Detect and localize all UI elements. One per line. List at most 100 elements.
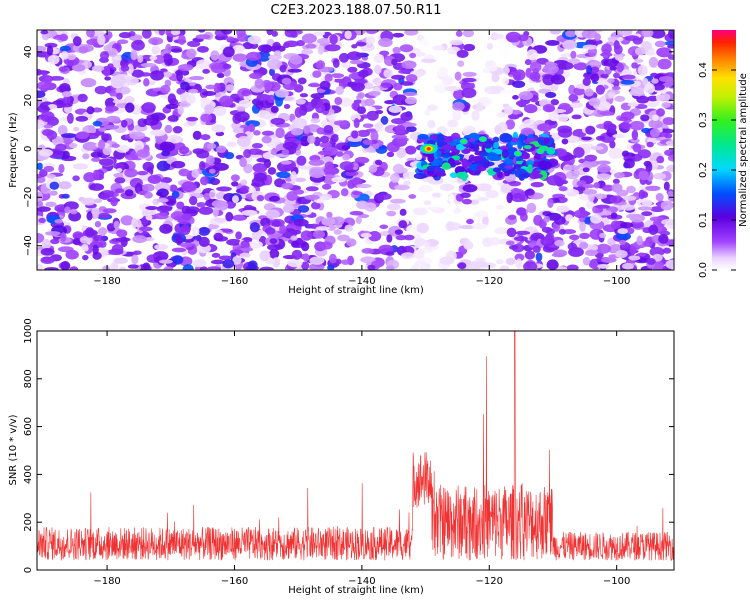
heatmap-cell — [240, 240, 250, 250]
heatmap-cell — [103, 124, 120, 130]
heatmap-cell — [267, 244, 282, 251]
heatmap-cell — [441, 76, 454, 86]
heatmap-cell — [401, 60, 417, 70]
heatmap-cell — [495, 258, 504, 265]
heatmap-cell — [622, 262, 635, 270]
heatmap-cell — [391, 134, 408, 139]
heatmap-cell — [390, 173, 400, 183]
heatmap-cell — [138, 72, 152, 77]
heatmap-cell — [99, 193, 111, 201]
heatmap-cell — [442, 137, 454, 143]
heatmap-cell — [499, 132, 512, 143]
heatmap-cell — [58, 103, 73, 108]
heatmap-cell — [460, 192, 471, 199]
heatmap-cell — [216, 145, 227, 153]
heatmap-cell — [392, 32, 405, 38]
heatmap-cell — [38, 149, 54, 157]
heatmap-cell — [301, 48, 314, 55]
heatmap-cell — [187, 40, 201, 48]
heatmap-panel: −180 −160 −140 −120 −100 −40 −20 0 20 40 Height … — [8, 29, 675, 296]
heatmap-cell — [665, 259, 674, 270]
heatmap-cell — [252, 163, 268, 173]
heatmap-cell — [508, 180, 522, 187]
heatmap-cell — [519, 134, 527, 139]
heatmap-cell — [309, 168, 325, 179]
heatmap-cell — [404, 96, 417, 105]
heatmap-cell — [582, 44, 598, 50]
heatmap-cell — [455, 167, 464, 173]
heatmap-y-ticks: −40 −20 0 20 40 — [23, 45, 674, 256]
heatmap-cell — [486, 152, 499, 162]
heatmap-cell — [46, 173, 56, 179]
heatmap-cell — [472, 223, 488, 230]
heatmap-cell — [287, 259, 303, 268]
heatmap-cell — [206, 266, 222, 270]
heatmap-cell — [303, 125, 311, 135]
heatmap-cell — [113, 257, 128, 264]
heatmap-cell — [165, 103, 179, 110]
heatmap-cell — [454, 71, 462, 81]
heatmap-cell — [597, 263, 610, 269]
heatmap-cell — [310, 201, 321, 210]
heatmap-cell — [340, 188, 349, 197]
heatmap-cell — [616, 189, 629, 197]
heatmap-cell — [656, 155, 665, 164]
heatmap-cell — [239, 252, 251, 258]
heatmap-cell — [560, 53, 572, 58]
heatmap-cell — [505, 240, 515, 246]
heatmap-cell — [192, 130, 202, 140]
heatmap-cell — [91, 157, 101, 162]
heatmap-cell — [120, 119, 128, 128]
heatmap-cell — [356, 200, 369, 210]
heatmap-cell — [58, 82, 71, 93]
heatmap-cell — [645, 185, 661, 191]
heatmap-cell — [136, 148, 150, 158]
heatmap-cell — [136, 170, 149, 176]
heatmap-cell — [492, 167, 502, 173]
heatmap-cell — [170, 160, 186, 169]
heatmap-cell — [77, 93, 88, 103]
heatmap-cell — [367, 264, 376, 270]
heatmap-cell — [237, 32, 248, 42]
colorbar-tick-label: 0.0 — [698, 262, 709, 278]
heatmap-cell — [664, 133, 673, 139]
heatmap-cell — [439, 256, 455, 265]
heatmap-cell — [556, 205, 570, 213]
heatmap-cell — [304, 194, 320, 201]
heatmap-cell — [312, 31, 325, 36]
heatmap-cell — [211, 124, 226, 133]
heatmap-cell — [86, 106, 95, 115]
heatmap-cell — [368, 164, 378, 173]
heatmap-cell — [41, 238, 51, 250]
heatmap-cell — [72, 237, 82, 246]
heatmap-cell — [286, 191, 298, 202]
figure-title: C2E3.2023.188.07.50.R11 — [270, 3, 441, 18]
heatmap-cell — [111, 143, 120, 148]
heatmap-cell — [494, 227, 510, 235]
heatmap-cell — [335, 151, 344, 157]
heatmap-cell — [611, 86, 621, 91]
heatmap-cell — [110, 75, 127, 87]
heatmap-cell — [585, 200, 595, 209]
heatmap-cell — [324, 44, 341, 52]
heatmap-cell — [529, 61, 542, 73]
heatmap-cell — [203, 192, 211, 201]
heatmap-cell — [116, 168, 123, 173]
heatmap-cell — [593, 182, 600, 189]
heatmap-cell — [511, 109, 522, 115]
heatmap-cell — [232, 255, 242, 265]
heatmap-cell — [573, 62, 588, 71]
heatmap-cell — [43, 165, 55, 172]
heatmap-cell — [281, 77, 292, 85]
heatmap-cell — [115, 188, 125, 194]
heatmap-cell — [271, 30, 278, 37]
heatmap-cell — [98, 127, 107, 132]
heatmap-cell — [561, 154, 577, 160]
heatmap-cell — [268, 195, 280, 202]
heatmap-cell — [240, 247, 254, 252]
heatmap-cell — [341, 145, 351, 151]
heatmap-cell — [543, 215, 551, 223]
heatmap-cell — [501, 149, 509, 159]
heatmap-cell — [558, 102, 571, 110]
